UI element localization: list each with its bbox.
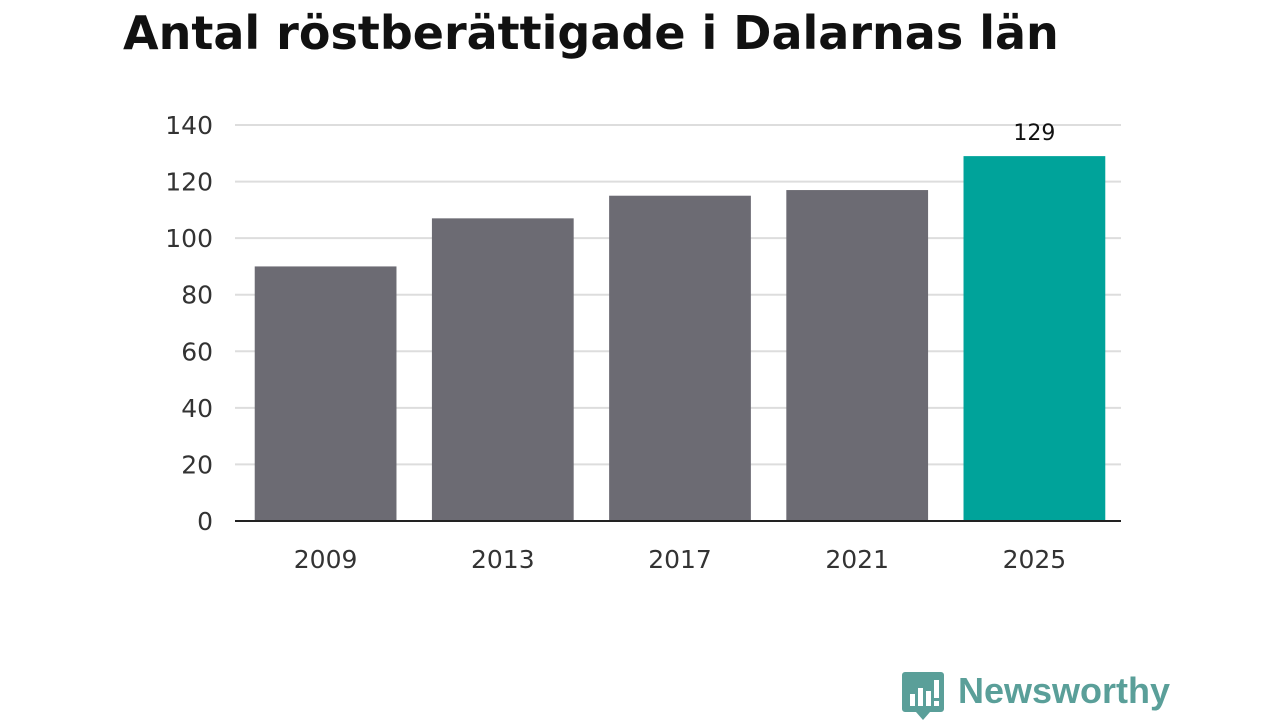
newsworthy-logo-icon xyxy=(902,672,944,720)
newsworthy-logo-text: Newsworthy xyxy=(958,670,1171,711)
y-tick-label-120: 120 xyxy=(165,168,213,197)
x-axis-tick-labels: 2009 2013 2017 2021 2025 xyxy=(294,545,1066,574)
y-tick-label-80: 80 xyxy=(181,281,213,310)
y-tick-label-0: 0 xyxy=(197,507,213,536)
y-tick-label-20: 20 xyxy=(181,450,213,479)
x-tick-label-2025: 2025 xyxy=(1003,545,1067,574)
x-tick-label-2013: 2013 xyxy=(471,545,535,574)
data-labels: 129 xyxy=(1013,121,1055,146)
y-tick-label-60: 60 xyxy=(181,337,213,366)
bar-2025 xyxy=(963,156,1106,521)
y-tick-label-140: 140 xyxy=(165,111,213,140)
bar-2009 xyxy=(254,266,397,521)
bar-2017 xyxy=(609,195,751,521)
y-tick-label-40: 40 xyxy=(181,394,213,423)
bar-2013 xyxy=(431,218,574,522)
chart-title: Antal röstberättigade i Dalarnas län xyxy=(123,6,1059,60)
y-tick-label-100: 100 xyxy=(165,224,213,253)
x-tick-label-2021: 2021 xyxy=(825,545,889,574)
bars xyxy=(254,156,1106,522)
y-axis-tick-labels: 0 20 40 60 80 100 120 140 xyxy=(165,111,213,536)
bar-2021 xyxy=(786,190,929,522)
data-label-2025: 129 xyxy=(1013,121,1055,146)
x-tick-label-2009: 2009 xyxy=(294,545,358,574)
x-tick-label-2017: 2017 xyxy=(648,545,712,574)
